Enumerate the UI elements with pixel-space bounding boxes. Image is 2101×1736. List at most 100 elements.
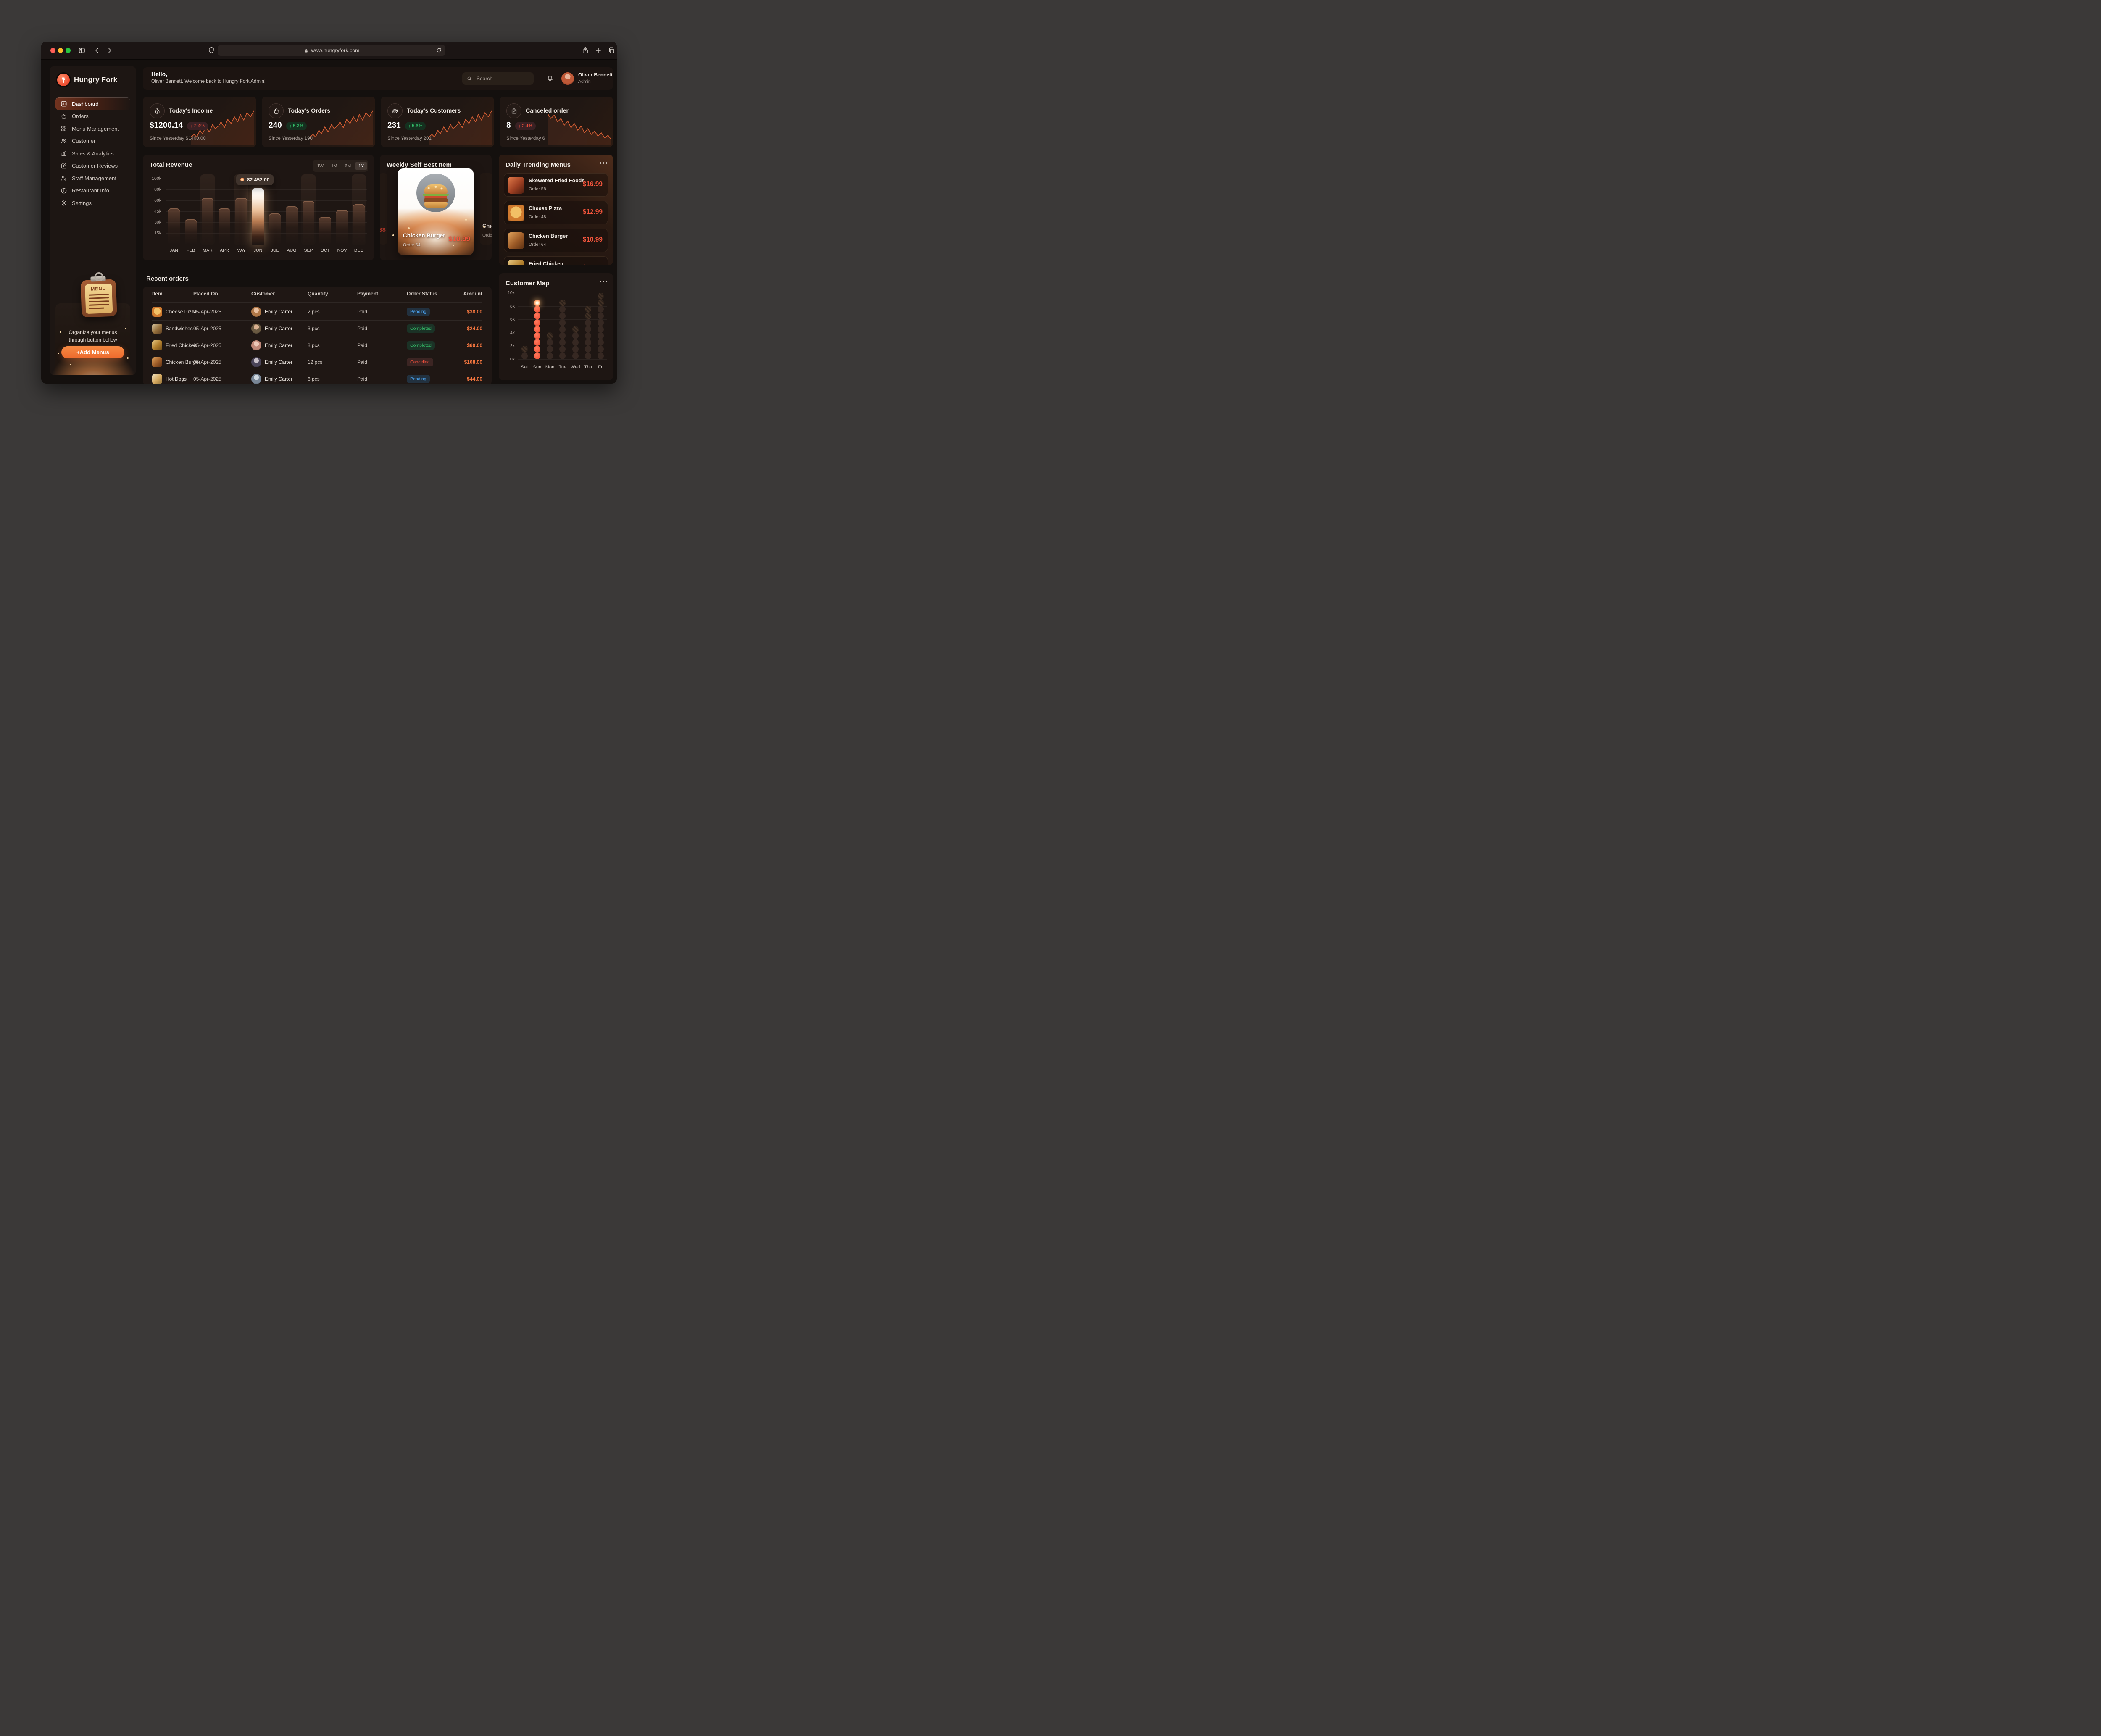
range-6m[interactable]: 6M <box>345 163 351 168</box>
trending-item-cheese-pizza[interactable]: Cheese Pizza Order 48 $12.99 <box>504 201 608 224</box>
stat-title: Today's Orders <box>288 107 331 114</box>
customer-reviews-icon <box>61 163 67 169</box>
new-tab-icon[interactable] <box>595 47 602 54</box>
chart-tooltip: 82.452.00 <box>236 174 274 185</box>
range-1w[interactable]: 1W <box>317 163 324 168</box>
map-highlight-dot <box>534 299 540 306</box>
customer-avatar <box>251 307 261 317</box>
stat-delta-badge: ↑ 5.3% <box>286 122 307 130</box>
revenue-bar-nov[interactable] <box>336 210 348 245</box>
trending-more-menu-icon[interactable] <box>600 162 607 164</box>
window-close-button[interactable] <box>50 48 55 53</box>
range-1y[interactable]: 1Y <box>355 162 367 170</box>
stat-title: Today's Income <box>169 107 213 114</box>
pizza-photo <box>508 205 524 221</box>
trending-item-fried-chicken[interactable]: Fried ChickenOrder 108$18.99 <box>504 256 608 265</box>
best-item-orders: Order 64 <box>403 242 421 247</box>
carousel-prev-card[interactable]: $10.88 <box>380 173 387 245</box>
sidebar-item-customer[interactable]: Customer <box>55 135 130 147</box>
sidebar-item-menu-management[interactable]: Menu Management <box>55 122 130 135</box>
stat-card-today-s-income: $ Today's Income $1200.14 ↓ 2.4% Since Yeste… <box>143 97 256 147</box>
revenue-bar-feb[interactable] <box>185 219 197 245</box>
carousel-next-card[interactable]: Chicken Order 6 <box>480 173 492 245</box>
stat-subtext: Since Yesterday $1400.00 <box>150 136 206 141</box>
lock-icon <box>304 48 309 53</box>
back-button[interactable] <box>93 47 101 54</box>
sales-analytics-icon <box>61 150 67 157</box>
customer-avatar <box>251 357 261 367</box>
trending-item-chicken-burger[interactable]: Chicken Burger Order 64 $10.99 <box>504 229 608 252</box>
stat-subtext: Since Yesterday 201 <box>387 136 432 141</box>
customer-avatar <box>251 324 261 334</box>
stat-value: $1200.14 <box>150 121 183 130</box>
revenue-bar-jun[interactable] <box>252 188 264 245</box>
stat-sparkline <box>429 110 492 145</box>
revenue-bar-jul[interactable] <box>269 213 281 245</box>
window-zoom-button[interactable] <box>66 48 71 53</box>
refresh-icon[interactable] <box>436 47 442 53</box>
welcome-message: Oliver Bennett. Welcome back to Hungry F… <box>151 79 266 84</box>
tabs-overview-icon[interactable] <box>608 47 615 54</box>
svg-text:$: $ <box>157 110 158 113</box>
revenue-bar-jan[interactable] <box>168 208 180 245</box>
browser-toolbar: www.hungryfork.com <box>41 42 617 60</box>
notifications-bell-icon[interactable] <box>546 75 554 82</box>
revenue-bar-aug[interactable] <box>286 206 298 245</box>
customers-icon <box>387 103 403 118</box>
browser-window: www.hungryfork.com Hungry Fork Dashboard… <box>41 42 617 384</box>
revenue-bar-apr[interactable] <box>219 208 230 245</box>
range-1m[interactable]: 1M <box>331 163 337 168</box>
share-icon[interactable] <box>582 47 589 54</box>
status-badge: Cancelled <box>407 358 433 366</box>
user-avatar[interactable] <box>561 72 574 85</box>
sidebar-item-restaurant-info[interactable]: Restaurant Info <box>55 184 130 197</box>
sidebar-item-orders[interactable]: Orders <box>55 110 130 123</box>
stat-sparkline <box>548 113 611 145</box>
sidebar-item-staff-management[interactable]: Staff Management <box>55 172 130 184</box>
brand-name: Hungry Fork <box>74 76 118 84</box>
customer-avatar <box>251 374 261 384</box>
address-bar[interactable]: www.hungryfork.com <box>218 45 445 56</box>
recent-orders-table: Item Placed On Customer Quantity Payment Orde… <box>143 287 492 384</box>
settings-icon <box>61 200 67 206</box>
revenue-bar-dec[interactable] <box>353 204 365 245</box>
status-badge: Completed <box>407 324 435 333</box>
add-menus-promo-card: MENU Organize your menus through button … <box>50 272 136 375</box>
restaurant-info-icon <box>61 187 67 194</box>
add-menus-button[interactable]: +Add Menus <box>61 346 124 358</box>
window-minimize-button[interactable] <box>58 48 63 53</box>
sidebar-item-dashboard[interactable]: Dashboard <box>55 97 130 110</box>
shield-icon[interactable] <box>208 47 215 54</box>
sidebar-toggle-icon[interactable] <box>78 47 86 54</box>
dashboard-icon <box>61 100 67 107</box>
sidebar-item-customer-reviews[interactable]: Customer Reviews <box>55 160 130 172</box>
fried-chicken-thumb <box>152 340 162 350</box>
page-header: Hello, Oliver Bennett. Welcome back to H… <box>143 67 613 90</box>
revenue-bar-sep[interactable] <box>303 200 314 245</box>
stat-title: Canceled order <box>526 107 569 114</box>
best-item-card[interactable]: Chicken Burger Order 64 $10.99 <box>398 168 474 255</box>
greeting: Hello, <box>151 71 168 77</box>
user-name: Oliver Bennett <box>578 72 613 78</box>
stat-card-today-s-orders: Today's Orders 240 ↑ 5.3% Since Yesterday 1… <box>262 97 375 147</box>
sidebar-item-settings[interactable]: Settings <box>55 197 130 209</box>
user-role: Admin <box>578 79 591 84</box>
hungry-fork-logo-icon <box>57 74 70 86</box>
customer-map-more-menu-icon[interactable] <box>600 281 607 283</box>
daily-trending-card: Daily Trending Menus Skewered Fried Food… <box>499 155 613 265</box>
customer-avatar <box>251 340 261 350</box>
stat-delta-badge: ↓ 2.4% <box>187 122 208 130</box>
revenue-bar-mar[interactable] <box>202 197 213 245</box>
search-input[interactable] <box>476 75 529 82</box>
forward-button[interactable] <box>106 47 113 54</box>
stat-card-today-s-customers: Today's Customers 231 ↑ 5.6% Since Yesterda… <box>381 97 494 147</box>
customer-icon <box>61 138 67 145</box>
revenue-bar-may[interactable] <box>235 197 247 245</box>
menu-management-icon <box>61 125 67 132</box>
stat-card-canceled-order: Canceled order 8 ↓ 2.4% Since Yesterday 6 <box>500 97 613 147</box>
revenue-bar-oct[interactable] <box>319 217 331 245</box>
trending-item-skewered-fried-foods[interactable]: Skewered Fried Foods Order 58 $16.99 <box>504 173 608 197</box>
skewers-photo <box>508 177 524 194</box>
sidebar-item-sales-analytics[interactable]: Sales & Analytics <box>55 147 130 160</box>
item-glow <box>398 209 474 255</box>
